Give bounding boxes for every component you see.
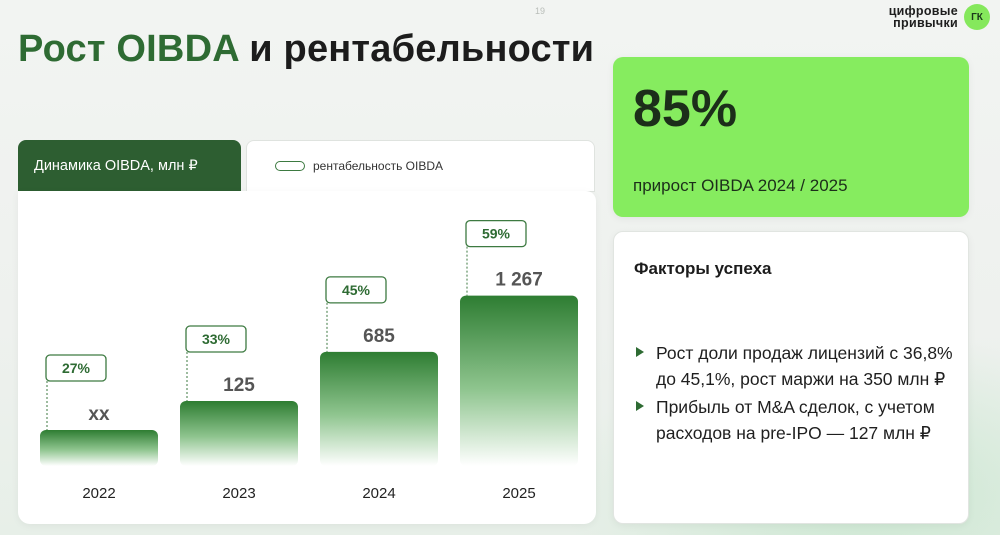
oibda-bar	[180, 401, 298, 466]
chart-tab-title: Динамика OIBDA, млн ₽	[18, 140, 241, 192]
kpi-label: прирост OIBDA 2024 / 2025	[633, 176, 848, 195]
title-accent: Рост OIBDA	[18, 28, 239, 70]
factor-item: Прибыль от M&A сделок, с учетом расходов…	[634, 394, 964, 446]
bar-value-label: xx	[88, 404, 110, 425]
logo-text: цифровые привычки	[878, 4, 958, 30]
slide-title: Рост OIBDA и рентабельности	[18, 28, 594, 71]
chart-card: xx 2022 27% 125 2023 33% 685 2024 45% 1 267 2025 59…	[18, 191, 596, 524]
factor-item: Рост доли продаж лицензий с 36,8% до 45,…	[634, 340, 964, 392]
logo-line-2: привычки	[893, 16, 958, 30]
oibda-bar-chart: xx 2022 27% 125 2023 33% 685 2024 45% 1 267 2025 59…	[40, 219, 578, 502]
margin-percent-label: 33%	[202, 331, 231, 347]
oibda-bar	[40, 430, 158, 466]
margin-callout-box	[465, 219, 527, 248]
kpi-card: 85% прирост OIBDA 2024 / 2025	[613, 57, 969, 217]
bar-value-label: 1 267	[495, 270, 543, 291]
factors-title: Факторы успеха	[634, 259, 772, 278]
margin-callout-box	[325, 276, 387, 304]
company-logo: цифровые привычки ГК	[878, 4, 990, 30]
margin-percent-label: 59%	[482, 226, 511, 242]
factors-list: Рост доли продаж лицензий с 36,8% до 45,…	[634, 340, 964, 448]
margin-percent-label: 45%	[342, 282, 371, 298]
logo-line-1: цифровые	[888, 4, 958, 18]
oibda-bar	[320, 351, 438, 466]
bar-value-label: 125	[223, 375, 255, 396]
bar-value-label: 685	[363, 326, 395, 347]
triangle-bullet-icon	[636, 401, 644, 411]
x-axis-tick-label: 2025	[502, 485, 535, 502]
factor-text: Рост доли продаж лицензий с 36,8% до 45,…	[656, 343, 953, 389]
x-axis-tick-label: 2023	[222, 485, 255, 502]
logo-badge: ГК	[964, 4, 990, 30]
margin-callout-box	[45, 354, 107, 382]
kpi-value: 85%	[633, 80, 738, 138]
legend-swatch	[275, 161, 305, 171]
chart-legend: рентабельность OIBDA	[246, 140, 595, 192]
oibda-bar	[460, 295, 578, 466]
legend-label: рентабельность OIBDA	[313, 159, 444, 173]
page-number: 19	[535, 6, 546, 16]
success-factors-card: Факторы успеха Рост доли продаж лицензий…	[613, 231, 969, 524]
factor-text: Прибыль от M&A сделок, с учетом расходов…	[656, 397, 935, 443]
triangle-bullet-icon	[636, 347, 644, 357]
title-rest: и рентабельности	[238, 28, 595, 70]
margin-percent-label: 27%	[62, 360, 91, 376]
x-axis-tick-label: 2024	[362, 485, 395, 502]
x-axis-tick-label: 2022	[82, 485, 115, 502]
margin-callout-box	[185, 325, 247, 353]
